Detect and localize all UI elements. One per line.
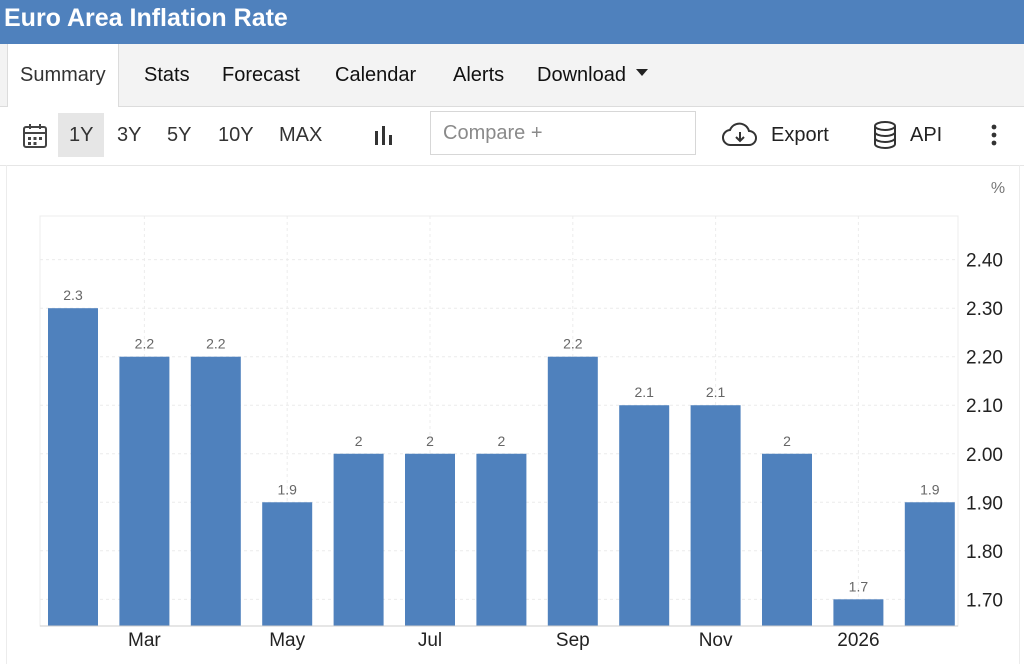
bar-oct[interactable]: [619, 405, 670, 626]
bar-jun[interactable]: [333, 453, 384, 626]
bar-nov[interactable]: [690, 405, 741, 626]
tab-forecast[interactable]: Forecast: [222, 64, 300, 86]
y-tick-label: 2.20: [966, 348, 1003, 369]
data-label: 2: [783, 433, 791, 449]
caret-down-icon: [635, 69, 648, 77]
bar-jan-2026[interactable]: [833, 599, 884, 626]
data-label: 1.9: [920, 481, 940, 497]
compare-input[interactable]: [430, 111, 696, 155]
more-options-icon[interactable]: [990, 123, 998, 153]
tab-summary[interactable]: Summary: [7, 44, 119, 107]
calendar-icon[interactable]: [22, 122, 48, 156]
y-tick-label: 1.70: [966, 590, 1003, 611]
data-label: 1.9: [277, 481, 297, 497]
y-tick-label: 2.40: [966, 251, 1003, 272]
y-tick-label: 1.80: [966, 542, 1003, 563]
tab-stats[interactable]: Stats: [144, 64, 190, 86]
data-label: 1.7: [849, 578, 869, 594]
data-label: 2: [426, 433, 434, 449]
api-button[interactable]: API: [910, 124, 943, 146]
export-button[interactable]: Export: [771, 124, 829, 146]
data-label: 2.1: [706, 384, 726, 400]
bar-dec[interactable]: [762, 453, 812, 626]
range-3y-button[interactable]: 3Y: [117, 124, 142, 146]
bar-mar[interactable]: [119, 356, 170, 626]
page-title: Euro Area Inflation Rate: [4, 4, 288, 32]
bar-aug[interactable]: [476, 453, 527, 626]
range-1y-button[interactable]: 1Y: [58, 113, 105, 157]
x-tick-label: 2026: [837, 630, 879, 651]
chart-bars: [48, 308, 955, 626]
y-axis-unit-label: %: [991, 180, 1005, 197]
tab-download[interactable]: Download: [537, 44, 648, 106]
x-tick-label: May: [269, 630, 305, 651]
data-label: 2: [498, 433, 506, 449]
chart-toolbar: 1Y 3Y 5Y 10Y MAX Export API: [0, 107, 1024, 166]
data-label: 2.2: [135, 336, 155, 352]
data-label: 2.2: [563, 336, 583, 352]
x-tick-label: Sep: [556, 630, 590, 651]
chart-area: [6, 165, 1020, 664]
cloud-download-icon[interactable]: [722, 121, 758, 155]
tab-calendar[interactable]: Calendar: [335, 64, 417, 86]
bar-feb[interactable]: [48, 308, 98, 626]
data-label: 2.3: [63, 287, 83, 303]
bar-jul[interactable]: [405, 453, 455, 626]
y-tick-label: 1.90: [966, 493, 1003, 514]
y-tick-label: 2.10: [966, 396, 1003, 417]
tab-alerts[interactable]: Alerts: [453, 64, 505, 86]
x-tick-label: Mar: [128, 630, 161, 651]
bar-chart-type-icon[interactable]: [373, 124, 395, 152]
bar-feb-2026[interactable]: [904, 502, 955, 626]
range-10y-button[interactable]: 10Y: [218, 124, 254, 146]
x-tick-label: Nov: [699, 630, 733, 651]
bar-apr[interactable]: [190, 356, 241, 626]
range-5y-button[interactable]: 5Y: [167, 124, 192, 146]
x-tick-label: Jul: [418, 630, 442, 651]
chart-data-labels: 2.3 2.2 2.2 1.9 2 2 2 2.2 2.1 2.1 2 1.7 1.9: [63, 287, 939, 594]
title-bar: Euro Area Inflation Rate: [0, 0, 1024, 44]
data-label: 2.2: [206, 336, 226, 352]
database-icon[interactable]: [872, 120, 898, 156]
tab-bar: Summary Stats Forecast Calendar Alerts D…: [0, 44, 1024, 107]
y-tick-label: 2.00: [966, 445, 1003, 466]
range-max-button[interactable]: MAX: [279, 124, 323, 146]
data-label: 2.1: [634, 384, 654, 400]
chart-y-axis: 1.70 1.80 1.90 2.00 2.10 2.20 2.30 2.40: [966, 251, 1003, 612]
data-label: 2: [355, 433, 363, 449]
chart-x-axis: Mar May Jul Sep Nov 2026: [40, 625, 958, 651]
y-tick-label: 2.30: [966, 299, 1003, 320]
tab-download-label: Download: [537, 64, 626, 86]
bar-sep[interactable]: [547, 356, 598, 626]
bar-may[interactable]: [262, 502, 313, 626]
